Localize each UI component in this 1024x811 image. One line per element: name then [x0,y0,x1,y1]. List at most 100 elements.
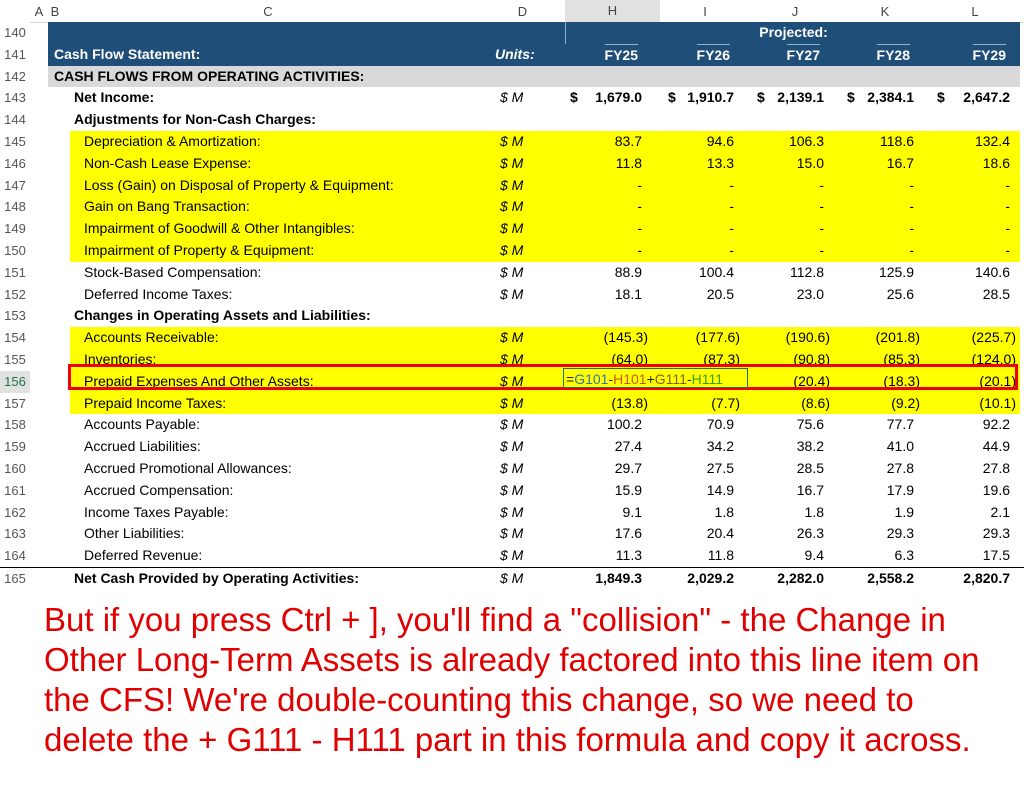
row-number[interactable]: 163 [0,523,30,546]
value-cell[interactable]: 19.6 [982,481,1010,498]
value-cell[interactable]: 112.8 [790,263,824,280]
column-header-B[interactable]: B [50,4,60,19]
column-header-I[interactable]: I [703,4,707,19]
value-cell[interactable]: - [1005,176,1010,193]
value-cell[interactable]: (9.2) [891,394,920,411]
value-cell[interactable]: - [909,176,914,193]
row-number[interactable]: 156 [0,370,30,395]
value-cell[interactable]: 9.4 [804,547,824,564]
value-cell[interactable]: 27.4 [614,438,642,455]
value-cell[interactable]: 83.7 [614,132,642,149]
value-cell[interactable]: 29.3 [982,525,1010,542]
value-cell[interactable]: - [909,198,914,215]
row-number[interactable]: 151 [0,261,30,284]
value-cell[interactable]: (87.3) [703,350,740,367]
value-cell[interactable]: 13.3 [706,154,734,171]
value-cell[interactable]: 75.6 [796,416,824,433]
value-cell[interactable]: 11.8 [615,154,642,171]
value-cell[interactable]: (8.6) [801,394,830,411]
value-cell[interactable]: (225.7) [971,329,1016,346]
value-cell[interactable]: - [819,241,824,258]
row-number[interactable]: 148 [0,196,30,219]
value-cell[interactable]: 2,647.2 [963,89,1010,106]
value-cell[interactable]: (20.1) [979,372,1016,389]
value-cell[interactable]: 1,679.0 [595,89,642,106]
row-number[interactable]: 141 [0,43,30,66]
value-cell[interactable]: 20.5 [706,285,734,302]
value-cell[interactable]: (190.6) [785,329,830,346]
value-cell[interactable]: 1.8 [714,503,734,520]
value-cell[interactable]: 26.3 [796,525,824,542]
column-header-L[interactable]: L [971,4,979,19]
value-cell[interactable]: (177.6) [695,329,740,346]
value-cell[interactable]: 11.3 [615,547,642,564]
value-cell[interactable]: 16.7 [886,154,914,171]
value-cell[interactable]: 29.7 [614,459,642,476]
row-number[interactable]: 142 [0,65,30,88]
value-cell[interactable]: 2,558.2 [867,569,914,586]
row-number[interactable]: 149 [0,218,30,240]
value-cell[interactable]: 9.1 [622,503,642,520]
column-header-C[interactable]: C [263,4,273,19]
value-cell[interactable]: 18.1 [614,285,642,302]
column-header-A[interactable]: A [34,4,44,19]
value-cell[interactable]: - [1005,198,1010,215]
value-cell[interactable]: - [637,220,642,237]
value-cell[interactable]: 1.9 [894,503,914,520]
value-cell[interactable]: 17.6 [614,525,642,542]
value-cell[interactable]: 2,384.1 [867,89,914,106]
value-cell[interactable]: 16.7 [796,481,824,498]
value-cell[interactable]: 100.2 [606,416,642,433]
row-number[interactable]: 146 [0,152,30,175]
value-cell[interactable]: 1,910.7 [687,89,734,106]
value-cell[interactable]: 2,282.0 [777,569,824,586]
value-cell[interactable]: 1,849.3 [595,569,642,586]
value-cell[interactable]: 23.0 [796,285,824,302]
row-number[interactable]: 155 [0,348,30,371]
column-header-J[interactable]: J [791,4,799,19]
value-cell[interactable]: 28.5 [796,459,824,476]
value-cell[interactable]: 70.9 [706,416,734,433]
value-cell[interactable]: (18.3) [883,372,920,389]
value-cell[interactable]: 6.3 [894,547,914,564]
value-cell[interactable]: 92.2 [982,416,1010,433]
column-header-D[interactable]: D [517,4,528,19]
value-cell[interactable]: 27.5 [706,459,734,476]
value-cell[interactable]: - [637,198,642,215]
value-cell[interactable]: 106.3 [788,132,824,149]
value-cell[interactable]: - [1005,220,1010,237]
row-number[interactable]: 145 [0,130,30,153]
value-cell[interactable]: 44.9 [982,438,1010,455]
value-cell[interactable]: (85.3) [883,350,920,367]
value-cell[interactable]: 94.6 [706,132,734,149]
value-cell[interactable]: (13.8) [611,394,648,411]
value-cell[interactable]: 34.2 [706,438,734,455]
value-cell[interactable]: (201.8) [875,329,920,346]
value-cell[interactable]: - [729,241,734,258]
value-cell[interactable]: (7.7) [711,394,740,411]
column-header-K[interactable]: K [880,4,890,19]
value-cell[interactable]: 125.9 [878,263,914,280]
value-cell[interactable]: 20.4 [706,525,734,542]
value-cell[interactable]: 118.6 [880,132,914,149]
value-cell[interactable]: - [1005,241,1010,258]
row-number[interactable]: 144 [0,109,30,131]
value-cell[interactable]: 2,820.7 [963,569,1010,586]
row-number[interactable]: 162 [0,501,30,524]
value-cell[interactable]: 15.0 [796,154,824,171]
row-number[interactable]: 165 [0,567,30,590]
value-cell[interactable]: - [637,176,642,193]
cell-formula-editor[interactable]: =G101-H101+G111-H111 [563,368,748,388]
value-cell[interactable]: 2,029.2 [687,569,734,586]
value-cell[interactable]: 17.9 [886,481,914,498]
row-number[interactable]: 161 [0,479,30,502]
value-cell[interactable]: 100.4 [698,263,734,280]
value-cell[interactable]: 77.7 [886,416,914,433]
value-cell[interactable]: (10.1) [979,394,1016,411]
row-number[interactable]: 152 [0,283,30,306]
value-cell[interactable]: 29.3 [886,525,914,542]
row-number[interactable]: 147 [0,174,30,197]
value-cell[interactable]: 2,139.1 [777,89,824,106]
row-number[interactable]: 164 [0,545,30,567]
value-cell[interactable]: 41.0 [886,438,914,455]
